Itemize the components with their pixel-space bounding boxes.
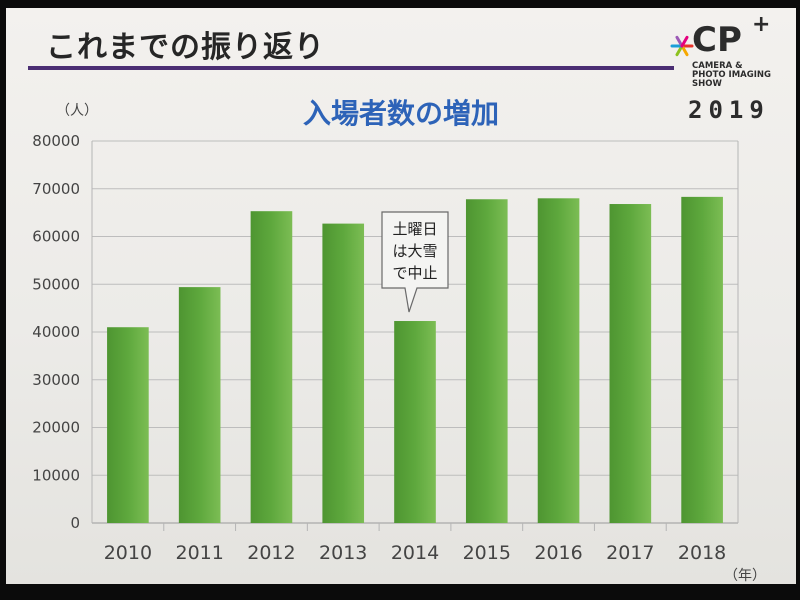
callout-text: は大雪 bbox=[392, 242, 437, 260]
y-tick-label: 40000 bbox=[32, 323, 80, 341]
x-tick-label: 2010 bbox=[104, 542, 152, 564]
logo-subtitle-line: CAMERA & bbox=[692, 61, 743, 71]
y-axis-unit: （人） bbox=[56, 103, 98, 119]
x-tick-label: 2011 bbox=[175, 542, 223, 564]
x-tick-label: 2013 bbox=[319, 542, 367, 564]
y-tick-label: 10000 bbox=[32, 466, 80, 484]
x-tick-label: 2016 bbox=[534, 542, 582, 564]
title-divider bbox=[28, 66, 674, 70]
cp-star-icon bbox=[670, 35, 694, 57]
bar-chart: 0 10000 20000 30000 40000 50000 60000 70000 8000… bbox=[32, 132, 739, 564]
y-tick-label: 50000 bbox=[32, 275, 80, 293]
star-spoke bbox=[680, 35, 689, 48]
slide-title: これまでの振り返り bbox=[46, 30, 325, 65]
bar-2011 bbox=[178, 287, 221, 523]
slide: これまでの振り返り CP + CAMERA & PHOTO IMAGING SH… bbox=[6, 8, 796, 584]
x-tick-label: 2017 bbox=[606, 542, 654, 564]
bar-2015 bbox=[465, 199, 508, 523]
y-tick-label: 30000 bbox=[32, 371, 80, 389]
cp-plus-logo: CP + CAMERA & PHOTO IMAGING SHOW 2019 bbox=[666, 12, 786, 130]
bar-2013 bbox=[322, 223, 365, 524]
y-tick-label: 80000 bbox=[32, 132, 80, 150]
x-tick-label: 2018 bbox=[678, 542, 726, 564]
y-tick-label: 20000 bbox=[32, 419, 80, 437]
y-tick-label: 60000 bbox=[32, 228, 80, 246]
bar-2016 bbox=[537, 198, 580, 524]
x-axis-unit: （年） bbox=[724, 568, 766, 584]
y-tick-label: 0 bbox=[70, 514, 80, 532]
logo-plus: + bbox=[752, 12, 771, 37]
logo-year: 2019 bbox=[688, 96, 770, 124]
callout-text: で中止 bbox=[392, 264, 437, 282]
bar-2010 bbox=[107, 327, 149, 523]
bar-2017 bbox=[609, 204, 652, 523]
callout-box bbox=[381, 211, 449, 313]
chart-title: 入場者数の増加 bbox=[302, 97, 499, 130]
y-tick-label: 70000 bbox=[32, 180, 80, 198]
x-tick-label: 2014 bbox=[391, 542, 439, 564]
callout-text: 土曜日 bbox=[392, 220, 437, 238]
logo-subtitle: CAMERA & PHOTO IMAGING SHOW bbox=[692, 62, 792, 89]
logo-subtitle-line: PHOTO IMAGING bbox=[692, 70, 771, 80]
logo-subtitle-line: SHOW bbox=[692, 79, 722, 89]
bar-2018 bbox=[681, 196, 723, 523]
x-tick-label: 2012 bbox=[247, 542, 295, 564]
bar-2012 bbox=[250, 211, 293, 523]
x-tick-label: 2015 bbox=[463, 542, 511, 564]
logo-name: CP bbox=[692, 20, 742, 60]
bar-2014 bbox=[394, 321, 436, 523]
